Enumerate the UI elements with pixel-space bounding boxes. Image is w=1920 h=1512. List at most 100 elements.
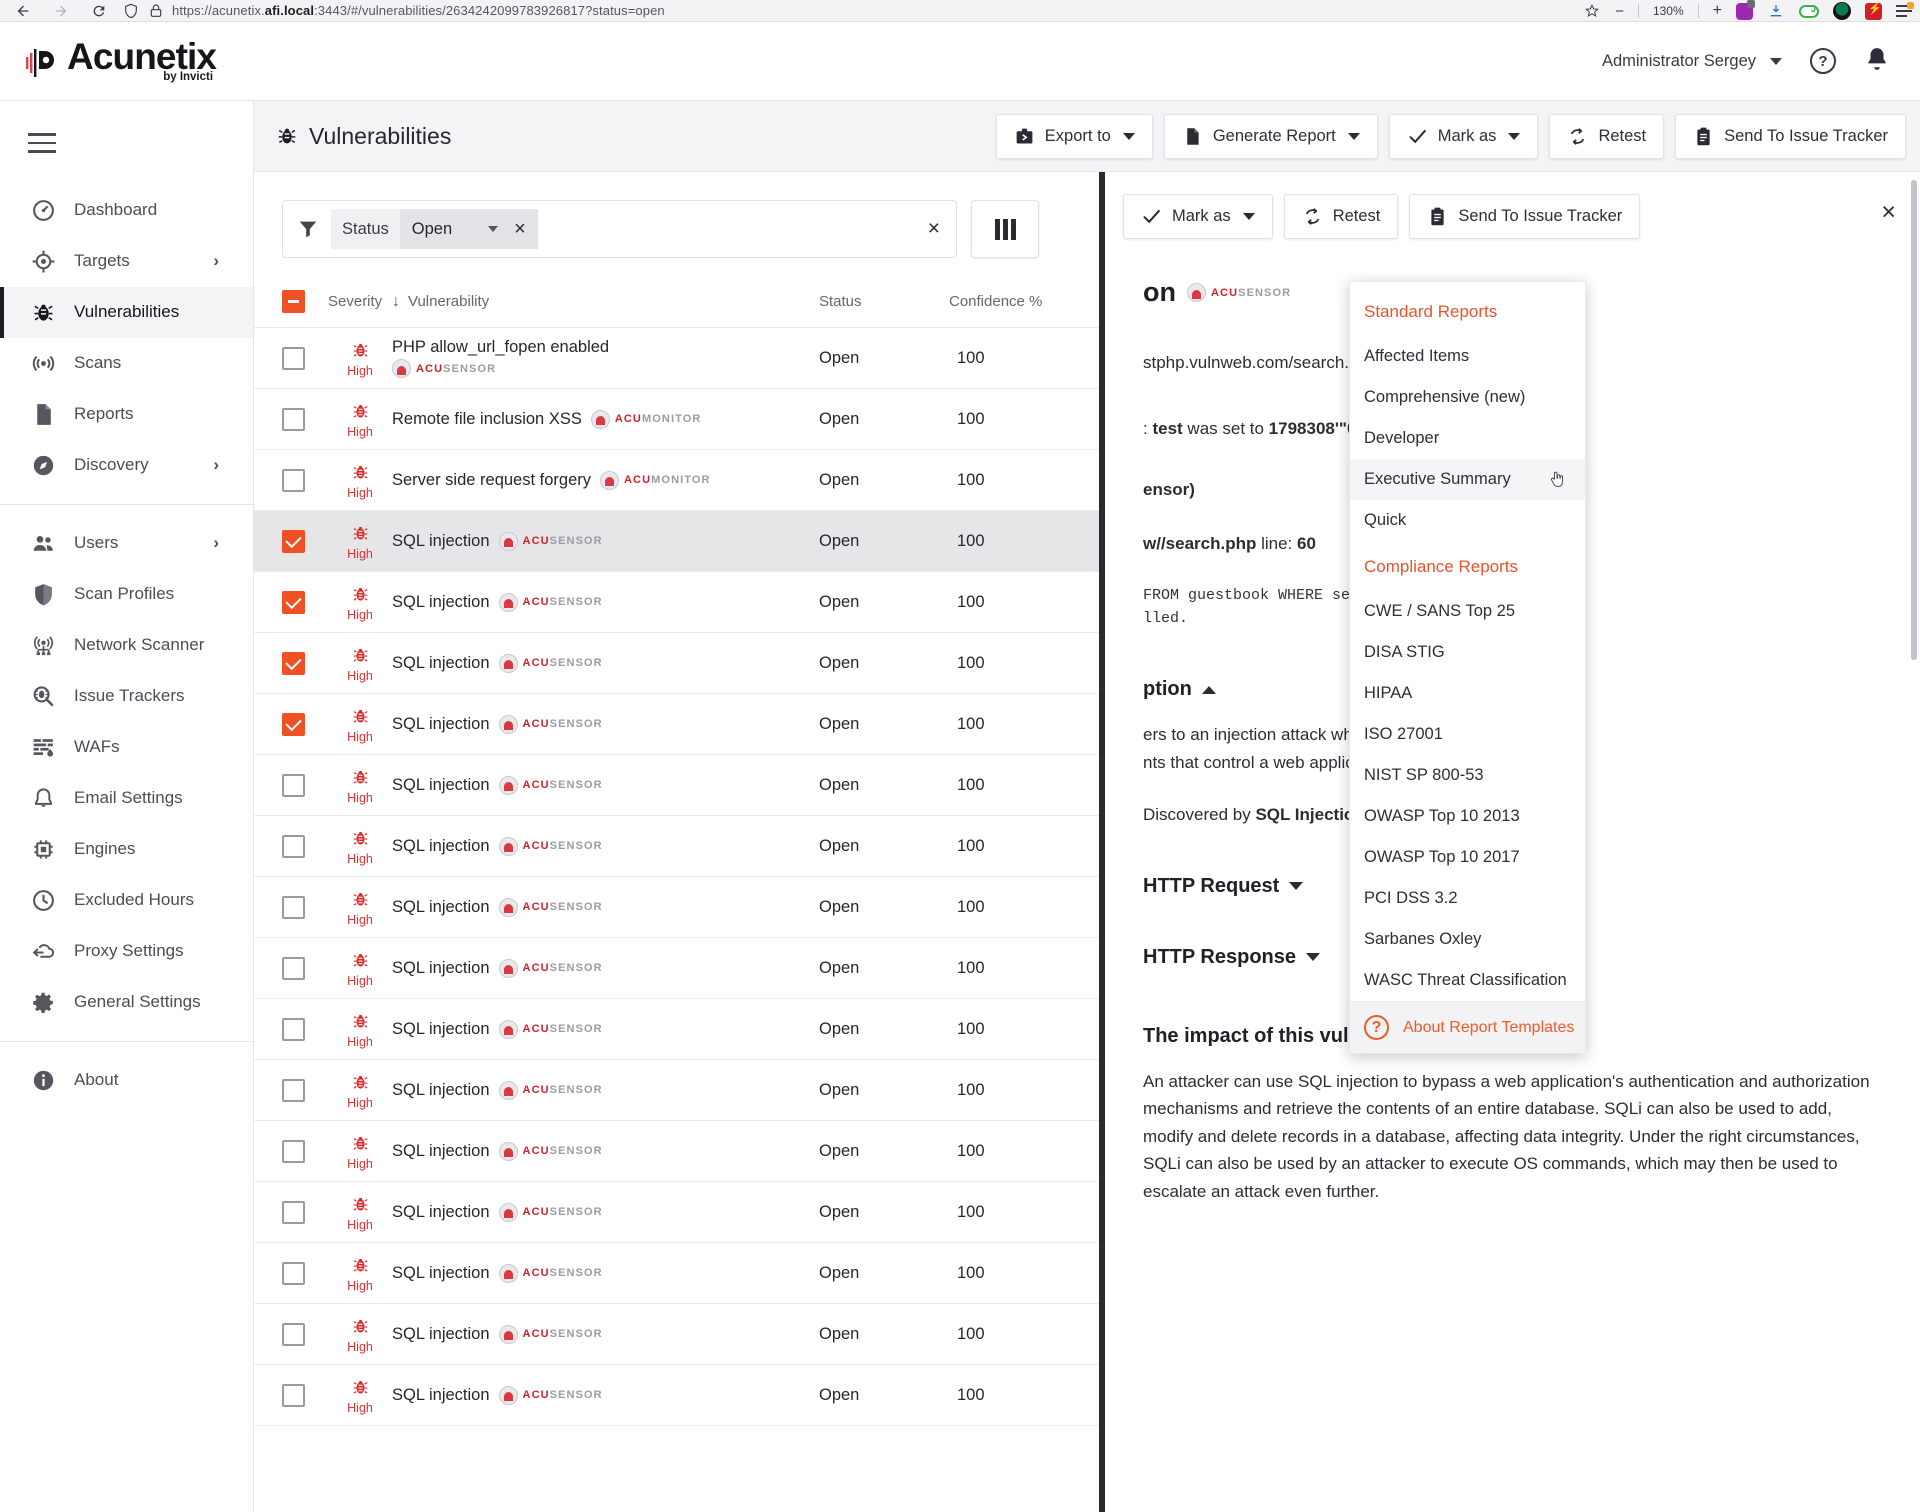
- report-item-affected-items[interactable]: Affected Items: [1364, 347, 1470, 365]
- sidebar-item-wafs[interactable]: WAFs: [0, 722, 253, 773]
- about-report-templates-item[interactable]: ? About Report Templates: [1350, 1001, 1585, 1053]
- notification-bell-icon[interactable]: [1864, 46, 1890, 77]
- row-checkbox[interactable]: [282, 895, 328, 919]
- sidebar-item-reports[interactable]: Reports: [0, 389, 253, 440]
- table-row[interactable]: High Server side request forgery ACUMONITO…: [254, 450, 1099, 511]
- row-checkbox[interactable]: [282, 407, 328, 431]
- send-to-issue-tracker-button[interactable]: Send To Issue Tracker: [1675, 113, 1906, 159]
- report-item-owasp-top-10-2017[interactable]: OWASP Top 10 2017: [1364, 848, 1520, 866]
- columns-icon[interactable]: [971, 200, 1039, 258]
- sidebar-item-about[interactable]: About: [0, 1055, 253, 1106]
- sidebar-item-excluded-hours[interactable]: Excluded Hours: [0, 875, 253, 926]
- table-row[interactable]: High SQL injection ACUSENSOR Open 100: [254, 511, 1099, 572]
- row-checkbox[interactable]: [282, 956, 328, 980]
- browser-menu-icon[interactable]: [1896, 1, 1914, 18]
- send-to-issue-tracker-button[interactable]: Send To Issue Tracker: [1409, 194, 1641, 239]
- mark-as-button[interactable]: Mark as: [1388, 113, 1539, 159]
- sidebar-item-network-scanner[interactable]: Network Scanner: [0, 620, 253, 671]
- detail-description-heading[interactable]: ption: [1143, 678, 1882, 701]
- table-row[interactable]: High PHP allow_url_fopen enabled ACUSENSOR…: [254, 328, 1099, 389]
- back-arrow-icon[interactable]: [14, 2, 32, 20]
- extension-red-icon[interactable]: [1865, 2, 1882, 20]
- table-row[interactable]: High SQL injection ACUSENSOR Open 100: [254, 1060, 1099, 1121]
- table-row[interactable]: High SQL injection ACUSENSOR Open 100: [254, 999, 1099, 1060]
- extension-dark-icon[interactable]: [1833, 2, 1851, 20]
- table-row[interactable]: High SQL injection ACUSENSOR Open 100: [254, 1365, 1099, 1426]
- table-row[interactable]: High SQL injection ACUSENSOR Open 100: [254, 1121, 1099, 1182]
- sidebar-item-email-settings[interactable]: Email Settings: [0, 773, 253, 824]
- row-checkbox[interactable]: [282, 1078, 328, 1102]
- report-item-iso-27001[interactable]: ISO 27001: [1364, 725, 1443, 743]
- row-checkbox[interactable]: [282, 346, 328, 370]
- select-all-checkbox[interactable]: [282, 290, 328, 313]
- table-row[interactable]: High SQL injection ACUSENSOR Open 100: [254, 572, 1099, 633]
- acunetix-logo[interactable]: Acunetix by Invicti: [0, 38, 217, 83]
- table-row[interactable]: High SQL injection ACUSENSOR Open 100: [254, 755, 1099, 816]
- report-item-nist-sp-800-53[interactable]: NIST SP 800-53: [1364, 766, 1484, 784]
- report-item-wasc-threat-classification[interactable]: WASC Threat Classification: [1364, 971, 1567, 989]
- filter-chip-value[interactable]: Open: [399, 209, 509, 249]
- row-checkbox[interactable]: [282, 1261, 328, 1285]
- row-checkbox[interactable]: [282, 1383, 328, 1407]
- sidebar-item-engines[interactable]: Engines: [0, 824, 253, 875]
- question-mark-icon[interactable]: ?: [1810, 48, 1836, 74]
- retest-button[interactable]: Retest: [1549, 113, 1665, 159]
- row-checkbox[interactable]: [282, 712, 328, 736]
- filter-clear-all-icon[interactable]: ×: [927, 217, 940, 240]
- report-item-owasp-top-10-2013[interactable]: OWASP Top 10 2013: [1364, 807, 1520, 825]
- report-item-quick[interactable]: Quick: [1364, 511, 1407, 529]
- detail-http-response-heading[interactable]: HTTP Response: [1143, 946, 1882, 969]
- extension-green-icon[interactable]: [1799, 4, 1819, 18]
- sidebar-item-scan-profiles[interactable]: Scan Profiles: [0, 569, 253, 620]
- reload-icon[interactable]: [90, 2, 108, 20]
- column-header-confidence[interactable]: Confidence %: [949, 293, 1043, 310]
- report-item-pci-dss-3-2[interactable]: PCI DSS 3.2: [1364, 889, 1458, 907]
- sidebar-item-targets[interactable]: Targets ›: [0, 236, 253, 287]
- detail-scrollbar[interactable]: [1911, 180, 1917, 660]
- filter-chip-status[interactable]: Status Open ×: [331, 209, 538, 249]
- table-row[interactable]: High SQL injection ACUSENSOR Open 100: [254, 1304, 1099, 1365]
- close-icon[interactable]: ×: [1881, 198, 1896, 226]
- column-header-vulnerability[interactable]: ↓ Vulnerability: [392, 292, 490, 311]
- sidebar-item-issue-trackers[interactable]: Issue Trackers: [0, 671, 253, 722]
- report-item-disa-stig[interactable]: DISA STIG: [1364, 643, 1445, 661]
- sidebar-item-discovery[interactable]: Discovery ›: [0, 440, 253, 491]
- row-checkbox[interactable]: [282, 529, 328, 553]
- filter-box[interactable]: Status Open × ×: [282, 200, 957, 258]
- report-item-developer[interactable]: Developer: [1364, 429, 1440, 447]
- generate-report-button[interactable]: Generate Report: [1163, 113, 1378, 159]
- sidebar-item-users[interactable]: Users ›: [0, 518, 253, 569]
- row-checkbox[interactable]: [282, 1322, 328, 1346]
- zoom-in-button[interactable]: +: [1712, 2, 1722, 19]
- sidebar-item-general-settings[interactable]: General Settings: [0, 977, 253, 1028]
- table-row[interactable]: High SQL injection ACUSENSOR Open 100: [254, 938, 1099, 999]
- download-icon[interactable]: [1767, 2, 1785, 20]
- table-row[interactable]: High SQL injection ACUSENSOR Open 100: [254, 694, 1099, 755]
- report-item-sarbanes-oxley[interactable]: Sarbanes Oxley: [1364, 930, 1482, 948]
- report-item-comprehensive-new-[interactable]: Comprehensive (new): [1364, 388, 1526, 406]
- zoom-out-button[interactable]: −: [1615, 2, 1624, 20]
- table-row[interactable]: High SQL injection ACUSENSOR Open 100: [254, 816, 1099, 877]
- table-row[interactable]: High Remote file inclusion XSS ACUMONITOR O…: [254, 389, 1099, 450]
- column-header-status[interactable]: Status: [819, 293, 862, 310]
- browser-address-bar[interactable]: https://acunetix.afi.local:3443/#/vulner…: [122, 2, 665, 20]
- row-checkbox[interactable]: [282, 1017, 328, 1041]
- sidebar-item-dashboard[interactable]: Dashboard: [0, 185, 253, 236]
- row-checkbox[interactable]: [282, 1200, 328, 1224]
- report-item-cwe-sans-top-25[interactable]: CWE / SANS Top 25: [1364, 602, 1516, 620]
- row-checkbox[interactable]: [282, 773, 328, 797]
- user-menu[interactable]: Administrator Sergey: [1602, 52, 1782, 71]
- column-header-severity[interactable]: Severity: [328, 293, 383, 310]
- star-icon[interactable]: [1583, 2, 1601, 20]
- row-checkbox[interactable]: [282, 651, 328, 675]
- report-item-executive-summary[interactable]: Executive Summary: [1350, 459, 1585, 500]
- sidebar-item-vulnerabilities[interactable]: Vulnerabilities: [0, 286, 253, 338]
- retest-button[interactable]: Retest: [1283, 194, 1399, 239]
- extension-purple-icon[interactable]: [1736, 0, 1755, 20]
- forward-arrow-icon[interactable]: [52, 2, 70, 20]
- report-item-hipaa[interactable]: HIPAA: [1364, 684, 1413, 702]
- sidebar-collapse-button[interactable]: [0, 111, 253, 185]
- mark-as-button[interactable]: Mark as: [1123, 194, 1273, 239]
- table-row[interactable]: High SQL injection ACUSENSOR Open 100: [254, 877, 1099, 938]
- filter-chip-remove-icon[interactable]: ×: [508, 209, 538, 249]
